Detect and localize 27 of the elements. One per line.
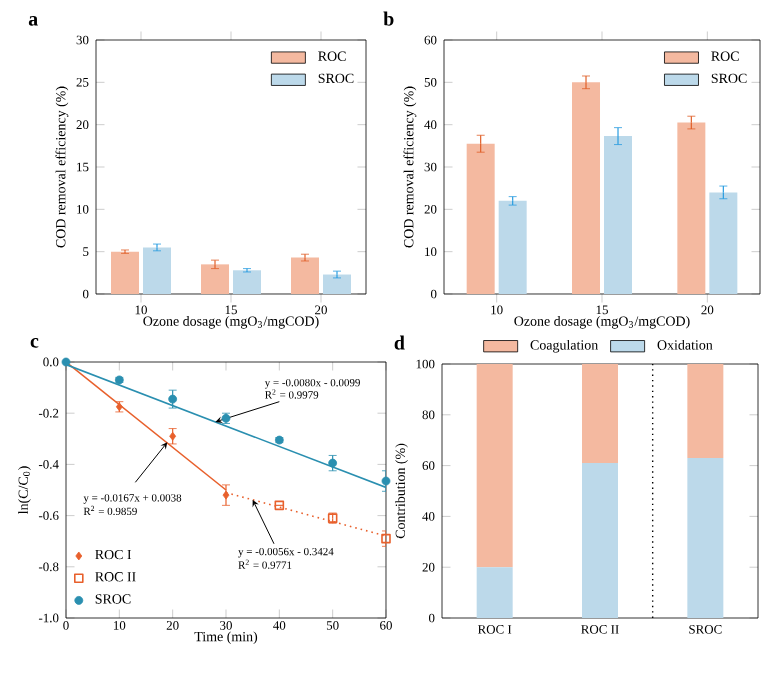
bar [476, 567, 513, 618]
point [381, 533, 391, 544]
bar [687, 364, 724, 458]
bar [233, 270, 261, 294]
bar [111, 251, 139, 294]
bar [143, 247, 171, 294]
bar [582, 364, 619, 464]
bar [498, 200, 527, 294]
point [168, 394, 178, 404]
bar [291, 257, 319, 294]
bar [323, 274, 351, 294]
point [274, 500, 285, 511]
bar [476, 364, 513, 568]
chart-title: c [30, 338, 39, 348]
point [381, 476, 391, 486]
bar [604, 136, 633, 294]
bar [687, 457, 724, 618]
bar [709, 192, 738, 294]
bar [466, 143, 495, 294]
bar [582, 463, 619, 618]
bar [201, 264, 229, 294]
chart-title: a [28, 16, 38, 26]
bar [572, 82, 601, 294]
chart-title: b [383, 11, 394, 26]
point [222, 490, 230, 500]
chart-title: d [394, 335, 405, 350]
bar [677, 122, 706, 294]
